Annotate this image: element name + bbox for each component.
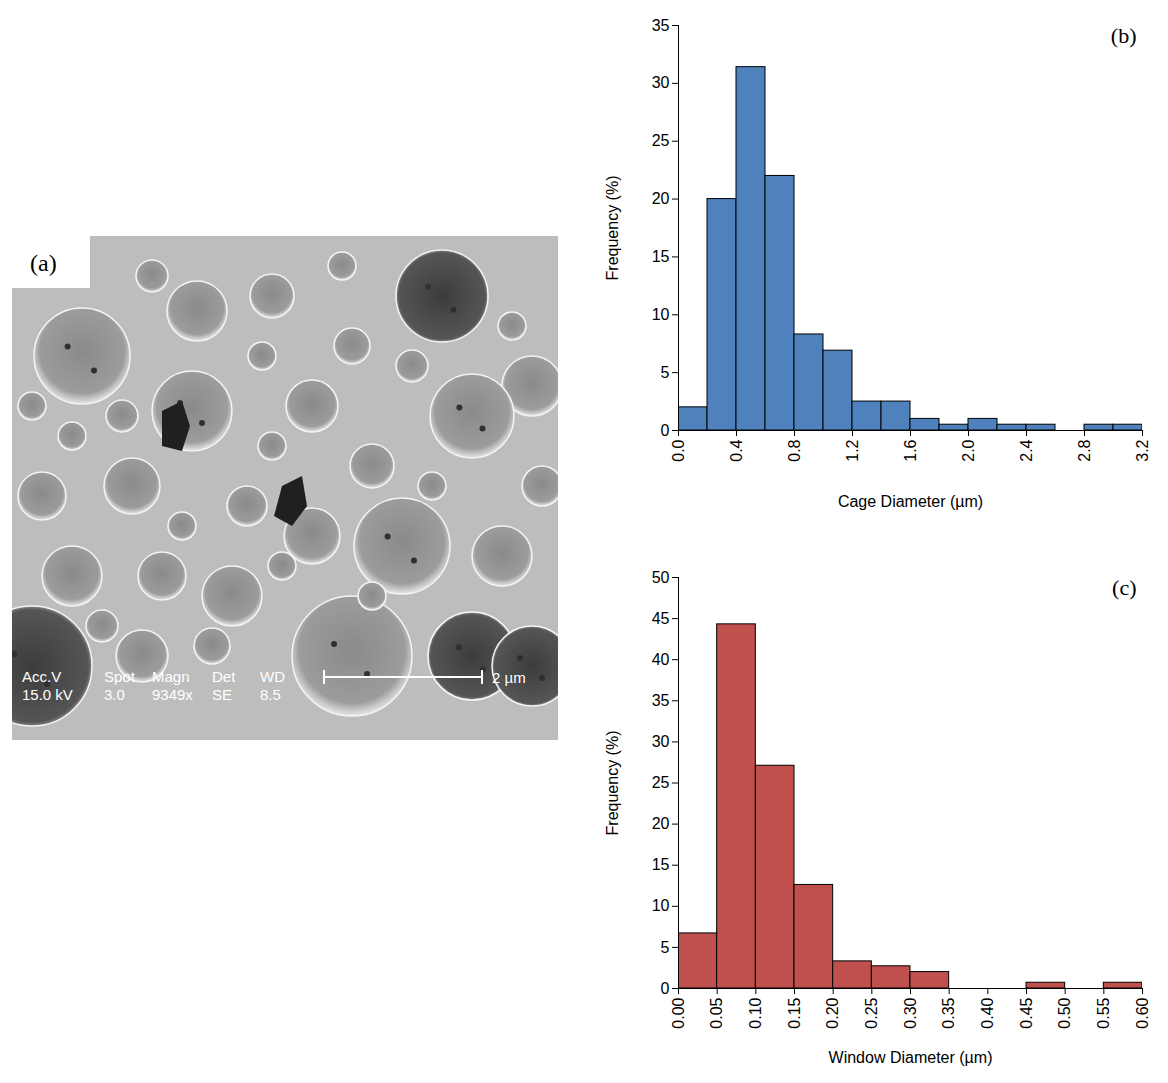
- svg-text:0.55: 0.55: [1095, 997, 1112, 1028]
- svg-text:20: 20: [652, 190, 670, 207]
- svg-text:0.50: 0.50: [1056, 997, 1073, 1028]
- svg-text:SE: SE: [212, 686, 232, 703]
- svg-text:15: 15: [652, 248, 670, 265]
- svg-text:0.00: 0.00: [670, 997, 687, 1028]
- svg-text:0: 0: [661, 980, 670, 997]
- svg-text:10: 10: [652, 897, 670, 914]
- svg-text:0.40: 0.40: [979, 997, 996, 1028]
- svg-text:8.5: 8.5: [260, 686, 281, 703]
- svg-text:Det: Det: [212, 668, 236, 685]
- svg-text:0.45: 0.45: [1018, 997, 1035, 1028]
- svg-text:0.4: 0.4: [728, 439, 745, 461]
- svg-text:(c): (c): [1112, 575, 1136, 600]
- svg-text:45: 45: [652, 610, 670, 627]
- svg-text:15.0 kV: 15.0 kV: [22, 686, 73, 703]
- svg-text:Acc.V: Acc.V: [22, 668, 61, 685]
- svg-text:2 µm: 2 µm: [492, 669, 526, 686]
- svg-text:5: 5: [661, 939, 670, 956]
- svg-text:Frequency (%): Frequency (%): [604, 731, 621, 836]
- svg-text:Cage Diameter (µm): Cage Diameter (µm): [838, 493, 983, 510]
- svg-text:25: 25: [652, 774, 670, 791]
- svg-text:35: 35: [652, 17, 670, 34]
- svg-text:3.0: 3.0: [104, 686, 125, 703]
- svg-text:Window Diameter (µm): Window Diameter (µm): [829, 1049, 993, 1066]
- svg-text:WD: WD: [260, 668, 285, 685]
- svg-text:0: 0: [661, 422, 670, 439]
- svg-text:Magn: Magn: [152, 668, 190, 685]
- svg-text:35: 35: [652, 692, 670, 709]
- svg-text:0.15: 0.15: [786, 997, 803, 1028]
- svg-text:0.8: 0.8: [786, 439, 803, 461]
- svg-text:0.10: 0.10: [747, 997, 764, 1028]
- svg-text:Frequency (%): Frequency (%): [604, 176, 621, 281]
- svg-text:0.30: 0.30: [902, 997, 919, 1028]
- svg-text:20: 20: [652, 815, 670, 832]
- svg-text:30: 30: [652, 733, 670, 750]
- svg-text:(b): (b): [1111, 23, 1137, 48]
- svg-text:(a): (a): [30, 250, 57, 276]
- svg-text:0.0: 0.0: [670, 439, 687, 461]
- svg-text:15: 15: [652, 856, 670, 873]
- svg-text:9349x: 9349x: [152, 686, 193, 703]
- svg-text:1.6: 1.6: [902, 439, 919, 461]
- svg-text:2.4: 2.4: [1018, 439, 1035, 461]
- svg-text:1.2: 1.2: [844, 439, 861, 461]
- svg-text:0.60: 0.60: [1134, 997, 1151, 1028]
- svg-text:3.2: 3.2: [1134, 439, 1151, 461]
- svg-text:Spot: Spot: [104, 668, 136, 685]
- svg-text:30: 30: [652, 74, 670, 91]
- svg-text:5: 5: [661, 364, 670, 381]
- svg-text:2.8: 2.8: [1076, 439, 1093, 461]
- svg-text:40: 40: [652, 651, 670, 668]
- svg-text:2.0: 2.0: [960, 439, 977, 461]
- svg-text:0.20: 0.20: [824, 997, 841, 1028]
- svg-text:25: 25: [652, 132, 670, 149]
- svg-text:0.35: 0.35: [940, 997, 957, 1028]
- svg-text:50: 50: [652, 569, 670, 586]
- svg-text:0.25: 0.25: [863, 997, 880, 1028]
- svg-text:0.05: 0.05: [708, 997, 725, 1028]
- svg-text:10: 10: [652, 306, 670, 323]
